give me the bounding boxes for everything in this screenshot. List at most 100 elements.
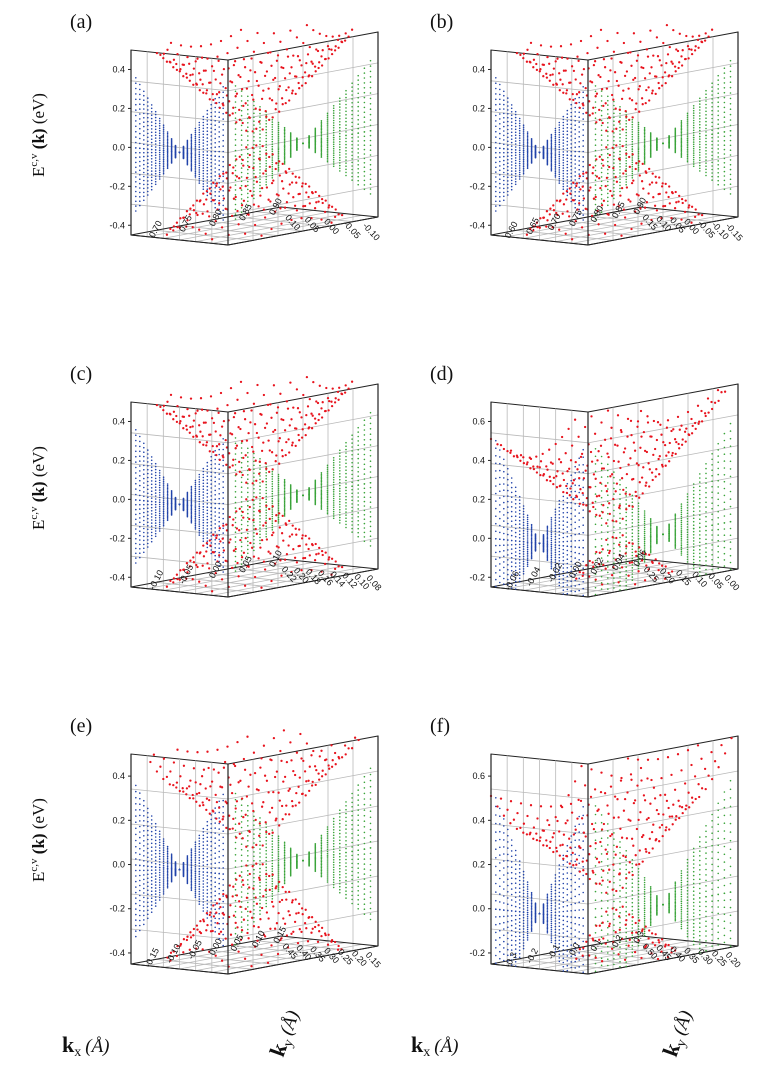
projection-dot [210, 479, 212, 481]
projection-dot [234, 437, 237, 439]
surface-dot [260, 449, 264, 453]
z-tick-label: 0.2 [112, 103, 125, 113]
surface-dot [188, 414, 191, 417]
projection-dot [190, 167, 193, 169]
projection-dot [594, 194, 597, 196]
projection-dot [271, 495, 274, 497]
projection-dot [147, 151, 149, 154]
projection-dot [271, 170, 274, 172]
projection-dot [566, 163, 569, 166]
projection-dot [135, 93, 137, 95]
projection-dot [198, 521, 201, 523]
projection-dot [686, 122, 689, 124]
projection-dot [582, 180, 584, 182]
projection-dot [154, 468, 157, 471]
projection-dot [680, 151, 683, 153]
projection-dot [332, 513, 335, 515]
projection-dot [162, 144, 165, 146]
surface-dot [588, 114, 591, 117]
projection-dot [135, 103, 137, 106]
projection-dot [202, 527, 205, 529]
projection-dot [326, 155, 329, 158]
projection-dot [265, 123, 267, 125]
surface-dot [598, 177, 601, 180]
z-tick-label: -0.2 [109, 181, 125, 191]
projection-dot [711, 113, 713, 116]
projection-dot [277, 506, 280, 508]
projection-dot [637, 156, 640, 158]
projection-dot [363, 443, 366, 446]
projection-dot [594, 149, 597, 152]
surface-dot [240, 204, 244, 207]
projection-dot [518, 139, 521, 142]
projection-dot [194, 528, 197, 530]
projection-dot [699, 115, 701, 117]
projection-dot [214, 202, 216, 205]
projection-dot [351, 506, 353, 509]
projection-dot [594, 112, 597, 114]
surface-dot [535, 68, 539, 72]
surface-dot [317, 66, 320, 70]
surface-dot [622, 89, 625, 92]
projection-dot [139, 526, 141, 528]
projection-dot [174, 144, 177, 147]
projection-dot [253, 521, 255, 523]
surface-dot [222, 172, 225, 175]
projection-dot [210, 186, 212, 189]
projection-dot [147, 449, 149, 451]
projection-dot [277, 497, 280, 499]
projection-dot [147, 140, 149, 143]
projection-dot [234, 208, 237, 211]
projection-dot [139, 475, 141, 477]
surface-dot [628, 118, 631, 122]
projection-dot [514, 146, 517, 148]
projection-dot [542, 145, 545, 148]
surface-dot [204, 421, 207, 424]
projection-dot [619, 133, 621, 135]
projection-dot [240, 554, 243, 557]
projection-dot [277, 139, 280, 141]
surface-dot [186, 219, 189, 222]
surface-dot [236, 46, 239, 49]
projection-dot [607, 192, 609, 195]
projection-dot [190, 160, 193, 163]
projection-dot [631, 128, 634, 131]
surface-dot [243, 66, 247, 69]
surface-dot [200, 56, 204, 59]
surface-dot [234, 195, 237, 199]
surface-dot [324, 57, 327, 61]
projection-dot [363, 126, 366, 128]
projection-dot [218, 213, 220, 215]
projection-dot [210, 127, 212, 129]
projection-dot [522, 146, 525, 148]
surface-dot [267, 550, 270, 553]
surface-dot [674, 190, 677, 194]
surface-dot [645, 171, 648, 175]
surface-dot [202, 203, 206, 206]
projection-dot [518, 176, 521, 178]
projection-dot [332, 497, 335, 500]
projection-dot [550, 160, 553, 163]
projection-dot [158, 156, 161, 158]
projection-dot [190, 133, 193, 136]
projection-dot [345, 498, 347, 501]
surface-dot [663, 204, 667, 208]
projection-dot [190, 170, 193, 172]
surface-dot [295, 181, 298, 184]
projection-dot [283, 511, 286, 513]
projection-dot [147, 180, 149, 182]
projection-dot [218, 121, 220, 123]
projection-dot [210, 176, 212, 178]
projection-dot [147, 461, 149, 463]
surface-dot [250, 194, 254, 197]
projection-dot [578, 191, 580, 193]
projection-dot [271, 478, 274, 480]
surface-dot [291, 441, 294, 444]
projection-dot [222, 107, 224, 110]
projection-dot [510, 107, 513, 110]
projection-dot [363, 505, 366, 507]
projection-dot [162, 134, 165, 136]
projection-dot [558, 134, 561, 136]
projection-dot [158, 512, 161, 515]
projection-dot [363, 468, 366, 470]
